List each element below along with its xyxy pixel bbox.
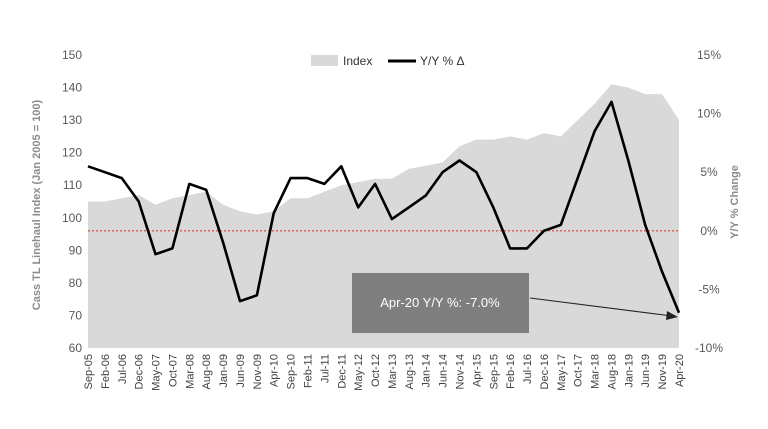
- x-tick-label: Sep-15: [488, 354, 500, 389]
- left-tick-label: 120: [62, 146, 82, 160]
- x-tick-label: Apr-20: [674, 354, 686, 387]
- x-tick-label: Oct-17: [573, 354, 585, 387]
- annotation: Apr-20 Y/Y %: -7.0%: [352, 273, 678, 333]
- x-tick-label: May-12: [353, 354, 365, 391]
- yoy-line-layer: [87, 100, 681, 314]
- left-tick-label: 130: [62, 113, 82, 127]
- x-tick-label: May-17: [556, 354, 568, 391]
- right-tick-label: -5%: [698, 282, 720, 296]
- x-tick-label: Oct-07: [167, 354, 179, 387]
- x-tick-label: Nov-14: [454, 354, 466, 389]
- x-tick-label: Nov-19: [657, 354, 669, 389]
- legend-label-yoy: Y/Y % Δ: [420, 54, 464, 68]
- legend-swatch-index: [311, 55, 338, 66]
- left-tick-label: 70: [69, 308, 83, 322]
- right-axis-label: Y/Y % Change: [729, 165, 741, 239]
- x-tick-label: Jul-06: [117, 354, 129, 384]
- x-tick-label: Aug-18: [606, 354, 618, 389]
- x-tick-label: Jan-19: [623, 354, 635, 388]
- right-tick-label: -10%: [695, 341, 723, 355]
- left-tick-label: 110: [63, 178, 82, 192]
- right-tick-label: 5%: [700, 165, 718, 179]
- legend-label-index: Index: [343, 54, 372, 68]
- annotation-arrow: [529, 297, 673, 317]
- x-tick-label: Feb-11: [303, 354, 315, 388]
- x-tick-label: Jan-09: [218, 354, 230, 388]
- annotation-arrowhead: [666, 311, 678, 320]
- x-tick-label: Feb-06: [100, 354, 112, 389]
- x-tick-label: Jun-09: [235, 354, 247, 388]
- x-tick-label: Aug-08: [201, 354, 213, 389]
- annotation-text: Apr-20 Y/Y %: -7.0%: [380, 295, 500, 310]
- x-tick-label: Apr-15: [471, 354, 483, 387]
- x-tick-label: Jul-11: [319, 354, 331, 383]
- x-tick-label: Mar-18: [590, 354, 602, 389]
- x-tick-label: Oct-12: [370, 354, 382, 387]
- x-tick-label: Sep-10: [286, 354, 298, 389]
- axes-layer: Cass TL Linehaul Index (Jan 2005 = 100) …: [31, 48, 741, 391]
- x-tick-label: Jun-14: [438, 354, 450, 388]
- right-tick-label: 15%: [697, 48, 721, 62]
- left-tick-label: 90: [69, 243, 83, 257]
- x-tick-label: Nov-09: [252, 354, 264, 389]
- x-tick-label: Mar-08: [184, 354, 196, 389]
- left-tick-label: 100: [62, 211, 82, 225]
- x-tick-label: May-07: [151, 354, 163, 391]
- x-tick-label: Dec-06: [134, 354, 146, 389]
- x-tick-label: Feb-16: [505, 354, 517, 389]
- x-tick-label: Dec-11: [336, 354, 348, 389]
- yoy-line: [87, 100, 681, 314]
- left-tick-label: 80: [69, 276, 83, 290]
- right-tick-label: 0%: [700, 224, 718, 238]
- left-axis-label: Cass TL Linehaul Index (Jan 2005 = 100): [31, 99, 43, 310]
- x-tick-label: Jun-19: [640, 354, 652, 388]
- x-tick-label: Mar-13: [387, 354, 399, 389]
- right-tick-label: 10%: [697, 107, 721, 121]
- annotation-box: [352, 273, 529, 333]
- legend: Index Y/Y % Δ: [311, 54, 464, 68]
- x-tick-label: Apr-10: [269, 354, 281, 387]
- x-tick-label: Sep-05: [83, 354, 95, 389]
- left-tick-label: 60: [69, 341, 83, 355]
- x-tick-label: Jan-14: [421, 354, 433, 388]
- left-tick-label: 140: [62, 81, 82, 95]
- x-tick-label: Aug-13: [404, 354, 416, 389]
- x-tick-label: Jul-16: [522, 354, 534, 384]
- x-tick-label: Dec-16: [539, 354, 551, 389]
- left-tick-label: 150: [62, 48, 82, 62]
